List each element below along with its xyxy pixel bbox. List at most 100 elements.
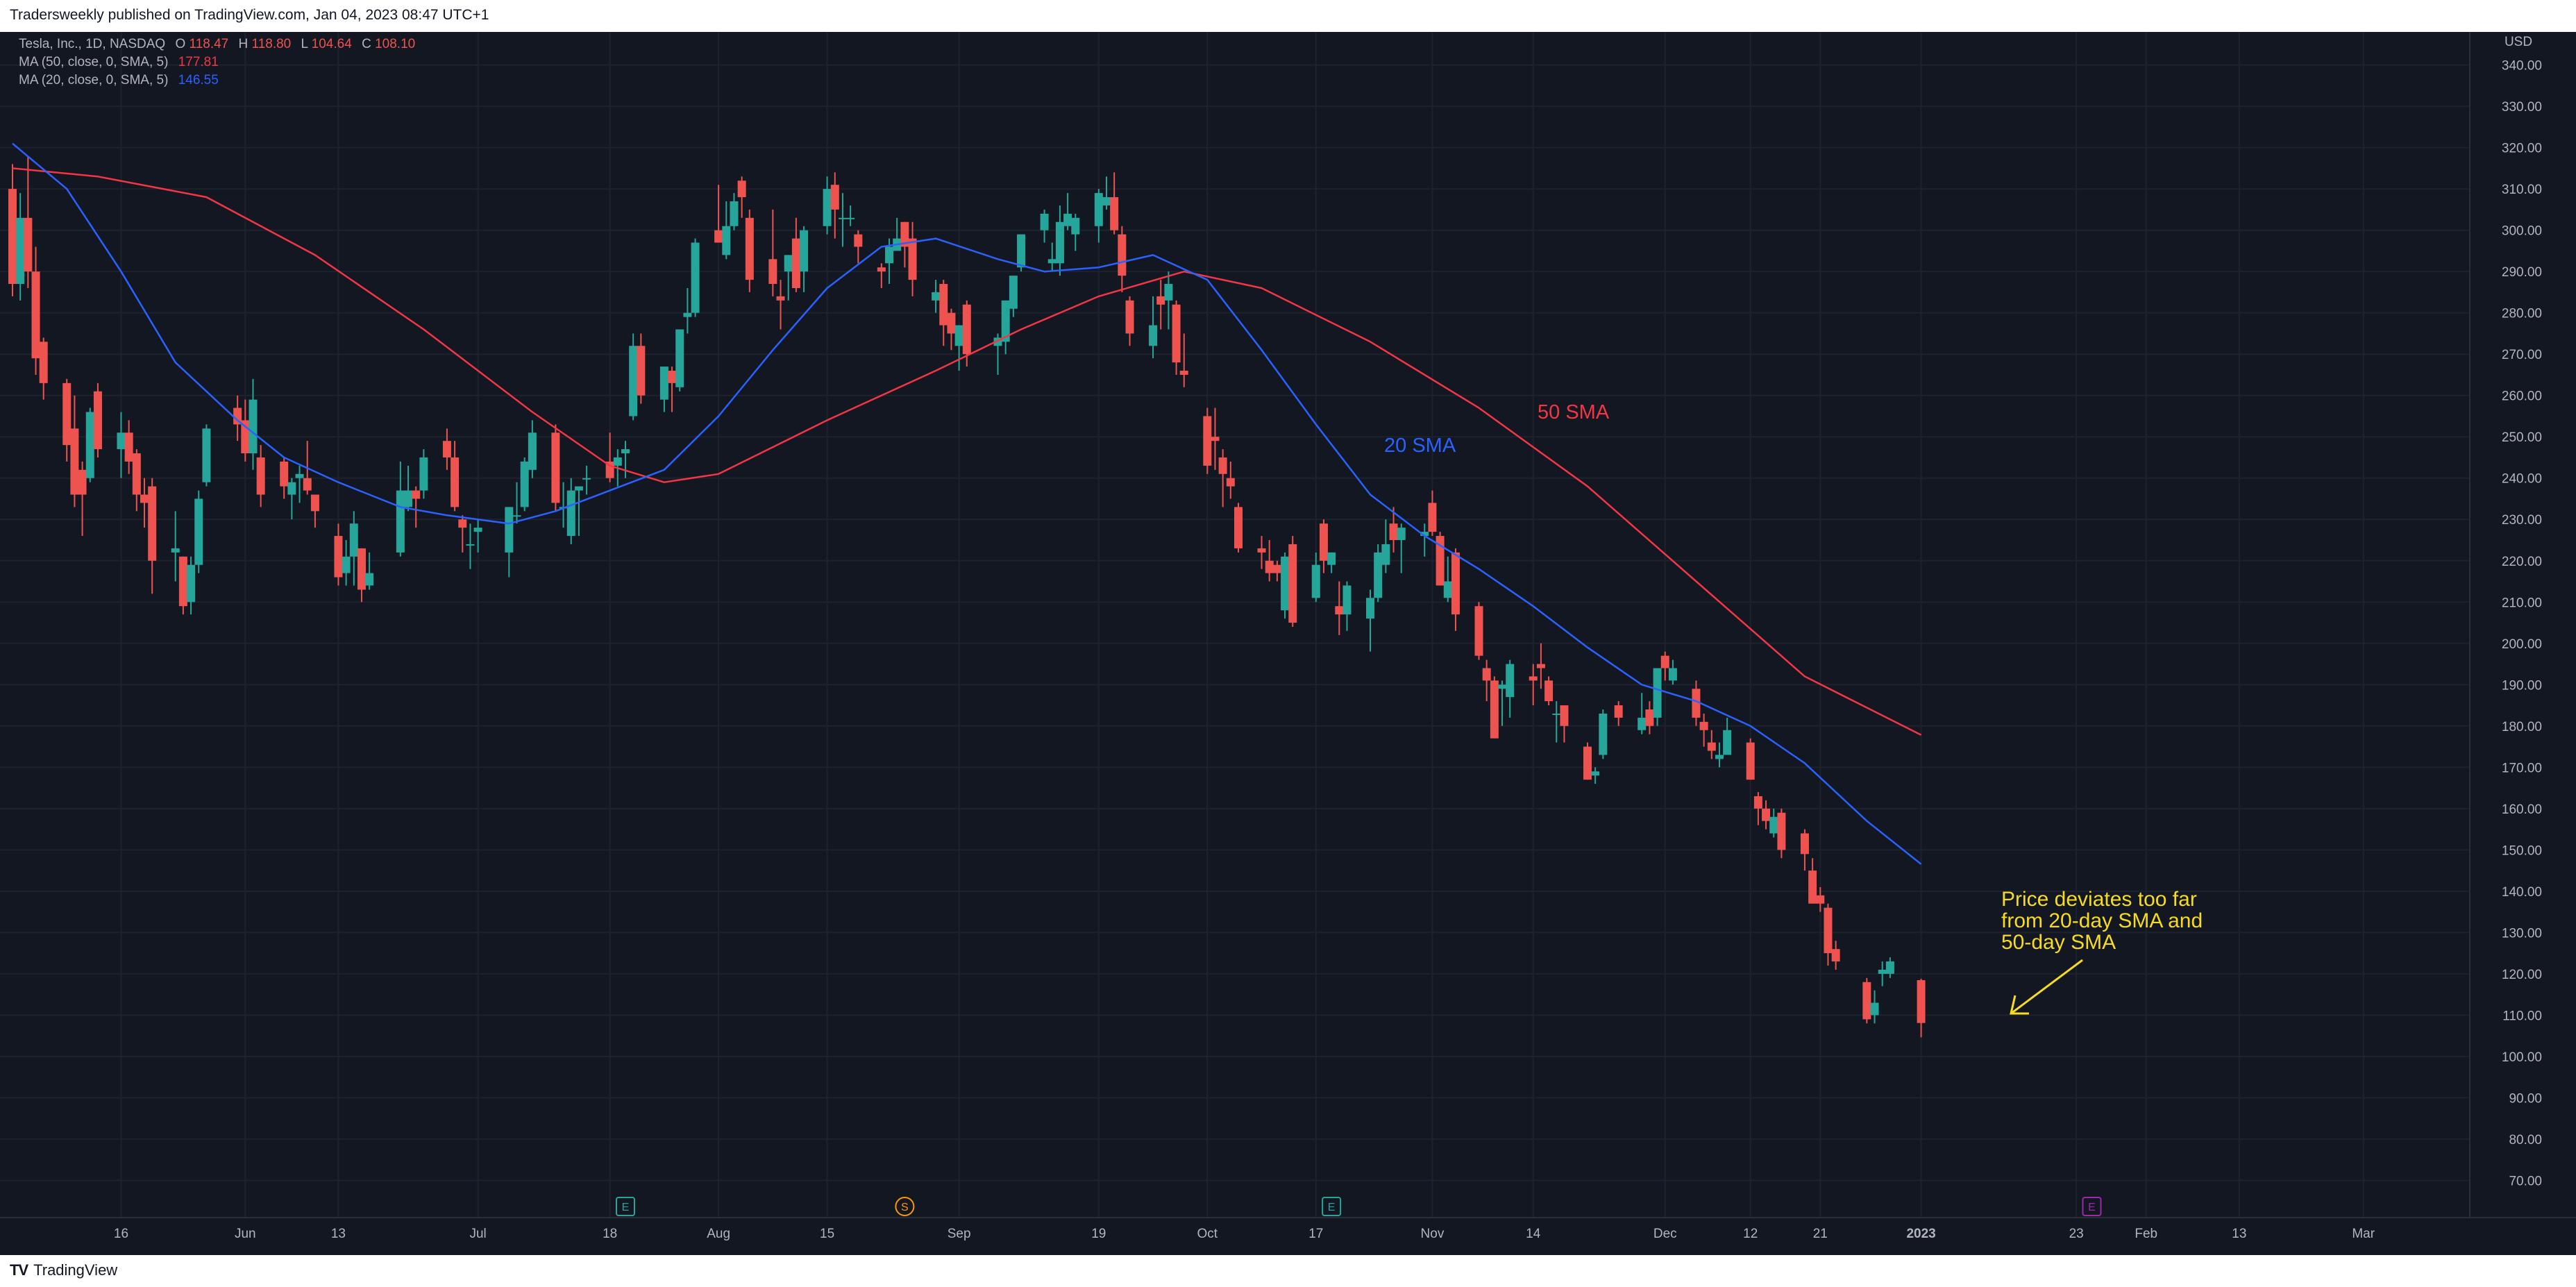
candle-body [1917,979,1926,1023]
candle-body [303,478,312,491]
candle-body [1692,689,1701,718]
tradingview-brand[interactable]: TV TradingView [10,1261,117,1279]
candle-body [1265,560,1274,573]
candle-body [784,255,793,272]
price-tick-label: 100.00 [2502,1050,2542,1065]
candle-up [1638,693,1647,734]
candle-body [939,284,948,326]
candle-body [202,428,211,482]
candle-up [1040,209,1049,243]
candle-body [714,230,723,243]
candle-down [1753,792,1762,825]
candle-body [419,457,428,491]
candle-down [1808,858,1817,904]
candle-body [24,217,33,272]
deviation-arrow-icon[interactable] [2010,959,2083,1015]
candle-down [1265,540,1274,582]
candle-body [947,312,956,334]
candle-body [528,432,537,470]
candle-body [745,217,754,280]
candle-body [442,441,451,457]
sma50-text-label[interactable]: 50 SMA [1538,401,1610,423]
candle-body [846,217,855,219]
candle-up [404,465,413,512]
candle-body [1420,532,1429,537]
candle-body [962,304,971,355]
price-axis[interactable]: USD 70.00 80.00 90.00 100.00 110.00 120.00 130… [2469,32,2576,1218]
time-tick-label: 17 [1308,1227,1323,1241]
candle-body [1017,234,1026,268]
price-tick-label: 310.00 [2502,183,2542,197]
price-tick-label: 160.00 [2502,802,2542,817]
candle-down [1172,300,1181,375]
candle-body [1203,416,1212,466]
candle-body [1824,907,1833,954]
candle-up [349,511,358,586]
sma20-text-label[interactable]: 20 SMA [1384,435,1456,457]
candle-body [1094,193,1103,226]
candle-body [233,407,242,425]
candle-down [1692,680,1701,726]
candle-body [1281,556,1290,611]
event-marker-label: E [2088,1202,2096,1213]
candle-body [1218,457,1227,474]
candle-body [295,473,304,478]
candle-down [1831,941,1840,970]
candle-up [1063,193,1072,230]
candle-body [668,371,677,383]
price-tick-label: 200.00 [2502,637,2542,652]
candle-down [78,461,87,537]
candle-up [1342,581,1352,631]
candle-down [854,230,863,264]
candle-up [249,378,258,470]
candle-up [1870,990,1879,1024]
candle-down [1118,226,1127,292]
candle-body [256,457,265,495]
candle-body [1800,833,1809,855]
candle-down [1746,738,1755,780]
candle-down [1707,730,1716,759]
time-tick-label: 16 [114,1227,128,1241]
candle-body [691,242,700,313]
candle-body [1715,755,1724,759]
candle-up [566,478,575,544]
candle-body [1583,746,1592,780]
candle-body [1544,680,1554,702]
candle-body [1482,668,1491,681]
price-chart[interactable]: USD 70.00 80.00 90.00 100.00 110.00 120.00 130… [0,32,2576,1255]
candle-body [1498,684,1507,689]
candle-body [1319,523,1328,561]
candle-down [442,428,451,470]
brand-footer: TV TradingView [0,1255,2576,1287]
candle-body [1374,552,1383,598]
time-axis[interactable]: 16 Jun 13 Jul 18 Aug 15 Sep 19 Oct 17 Nov 14 Dec 12 21 2… [0,1217,2576,1255]
candle-body [621,449,630,454]
candle-body [78,469,87,495]
candle-body [1366,598,1375,619]
candle-up [466,523,475,569]
candle-down [1428,490,1437,537]
candle-body [117,432,126,450]
candle-body [357,548,366,590]
candle-down [1211,407,1220,470]
time-tick-label: 19 [1091,1227,1106,1241]
price-tick-label: 290.00 [2502,265,2542,280]
candle-body [1071,217,1080,235]
candle-body [458,519,467,528]
candle-body [1211,437,1220,441]
candle-body [551,432,560,503]
time-tick-label: 21 [1813,1227,1828,1241]
price-tick-label: 210.00 [2502,596,2542,610]
chart-annotations[interactable]: 20 SMA 50 SMA Price deviates too far fro… [1384,401,2209,1015]
candle-down [1699,713,1708,747]
deviation-note[interactable]: Price deviates too far from 20-day SMA a… [2001,888,2209,954]
candle-down [1583,742,1592,780]
chart-legend: Tesla, Inc., 1D, NASDAQ O 118.47 H 118.8… [19,37,415,87]
legend-close-value: 108.10 [375,37,415,51]
candle-up [659,367,668,412]
candle-body [1009,276,1018,309]
candle-body [349,523,358,557]
candle-down [908,221,917,296]
candle-body [1164,284,1173,301]
